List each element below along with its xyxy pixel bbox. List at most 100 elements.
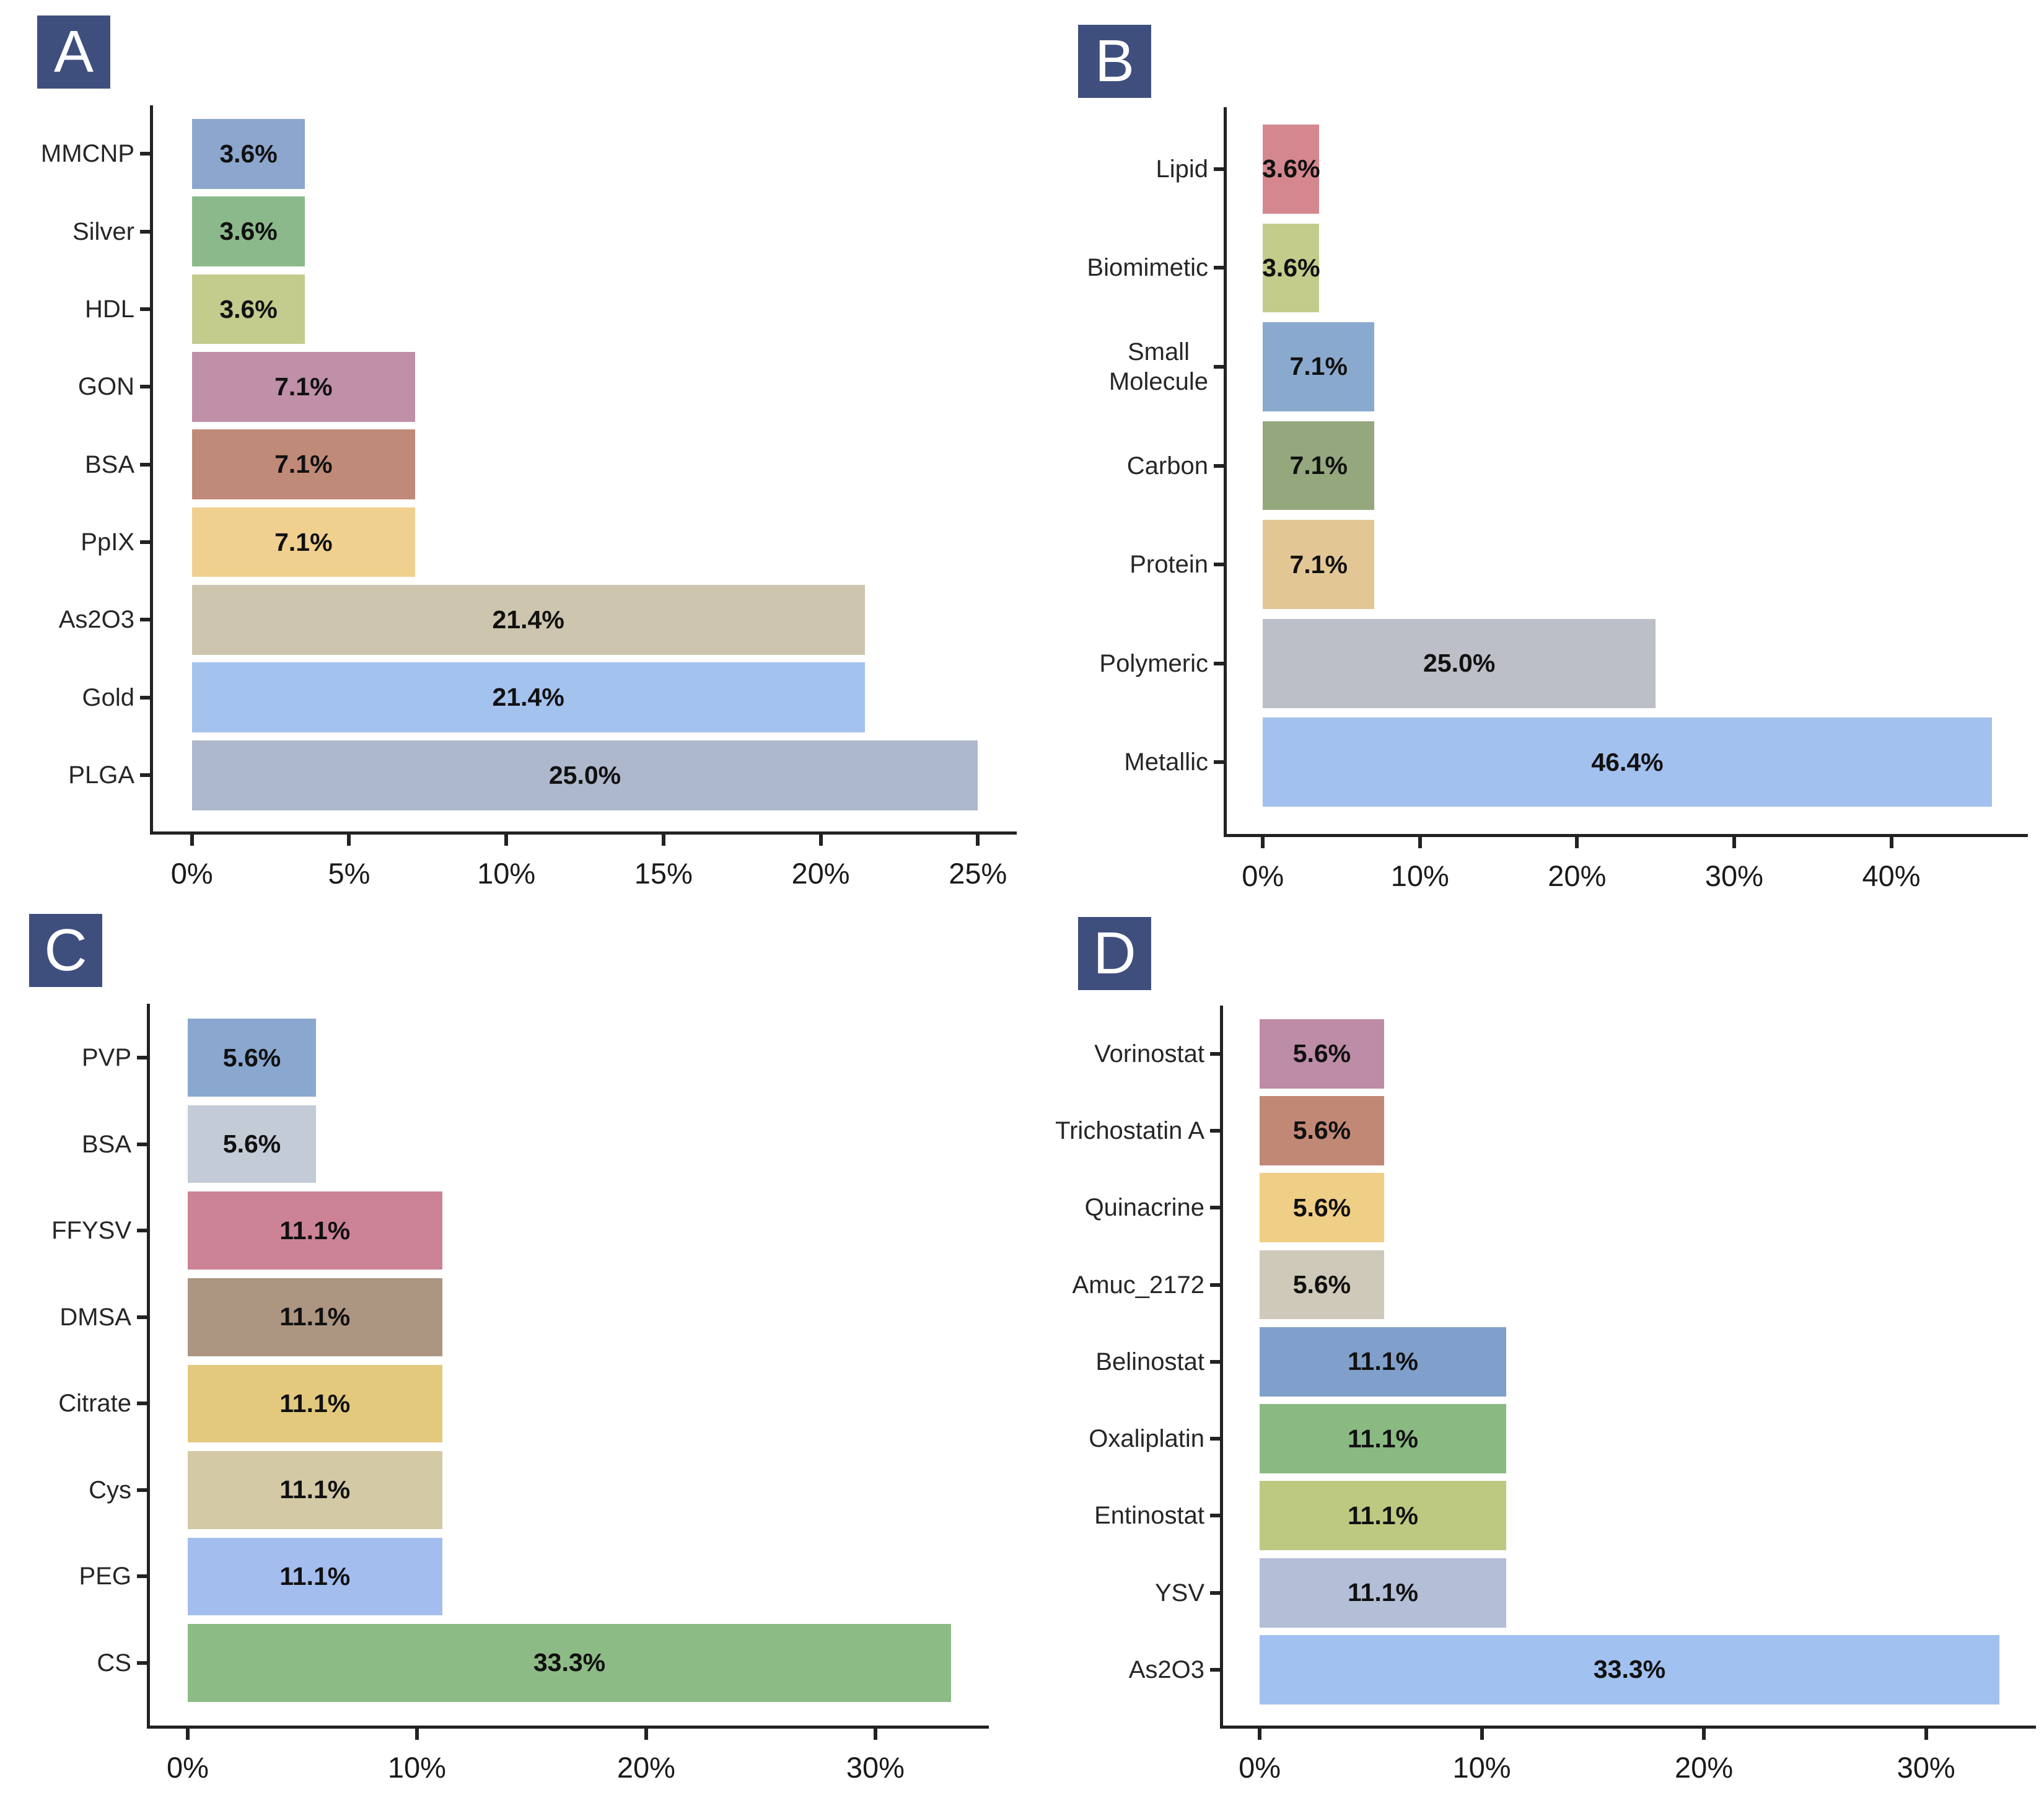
bar-value-label: 11.1% bbox=[1348, 1501, 1419, 1530]
y-axis-tick bbox=[140, 307, 150, 312]
x-axis-tick bbox=[347, 835, 351, 846]
y-axis-line bbox=[150, 105, 153, 835]
bar-peg: 11.1% bbox=[187, 1537, 442, 1616]
category-label-ysv: YSV bbox=[1022, 1556, 1204, 1630]
bar-value-label: 7.1% bbox=[274, 527, 333, 556]
category-label-text: Protein bbox=[1129, 550, 1208, 579]
x-axis-tick bbox=[1575, 837, 1579, 848]
category-label-gon: GON bbox=[0, 349, 134, 424]
y-axis-tick bbox=[137, 1315, 147, 1319]
category-label-text: Biomimetic bbox=[1087, 253, 1208, 283]
category-label-citrate: Citrate bbox=[0, 1366, 131, 1441]
x-tick-label: 10% bbox=[477, 857, 536, 890]
category-label-text: Small Molecule bbox=[1109, 337, 1208, 397]
category-label-hdl: HDL bbox=[0, 272, 134, 346]
bar-value-label: 3.6% bbox=[1262, 253, 1320, 282]
bar-bsa: 7.1% bbox=[191, 429, 415, 500]
category-label-line: Amuc_2172 bbox=[1072, 1271, 1204, 1299]
bar-protein: 7.1% bbox=[1263, 520, 1375, 609]
bar-polymeric: 25.0% bbox=[1263, 618, 1656, 708]
category-label-text: PEG bbox=[79, 1561, 131, 1591]
bar-hdl: 3.6% bbox=[191, 274, 305, 344]
y-axis-tick bbox=[140, 229, 150, 234]
bar-lipid: 3.6% bbox=[1262, 124, 1320, 214]
bar-gold: 21.4% bbox=[191, 662, 865, 733]
category-label-quinacrine: Quinacrine bbox=[1022, 1170, 1204, 1245]
category-label-line: PVP bbox=[81, 1044, 131, 1072]
category-label-line: Metallic bbox=[1124, 748, 1208, 776]
bar-carbon: 7.1% bbox=[1263, 421, 1375, 511]
bar-ffysv: 11.1% bbox=[187, 1191, 442, 1270]
category-label-line: Small bbox=[1127, 338, 1190, 366]
panel-letter-badge: D bbox=[1078, 917, 1151, 990]
bar-bsa: 5.6% bbox=[187, 1105, 317, 1183]
category-label-text: Oxaliplatin bbox=[1089, 1424, 1204, 1454]
category-label-text: Cys bbox=[89, 1475, 131, 1505]
x-axis-tick bbox=[504, 835, 509, 846]
panel-letter: C bbox=[44, 917, 87, 983]
y-axis-tick bbox=[140, 152, 150, 156]
bar-small-molecule: 7.1% bbox=[1263, 322, 1375, 411]
y-axis-tick bbox=[1214, 167, 1224, 171]
category-label-dmsa: DMSA bbox=[0, 1280, 131, 1354]
x-tick-label: 20% bbox=[791, 857, 850, 890]
category-label-text: Lipid bbox=[1156, 154, 1208, 184]
y-axis-tick bbox=[137, 1142, 147, 1146]
category-label-polymeric: Polymeric bbox=[1022, 626, 1208, 701]
panel-a: A 3.6% MMCNP 3.6% Silver 3.6% HDL 7.1% GON 7.1% BS… bbox=[0, 0, 1022, 902]
category-label-line: PLGA bbox=[68, 761, 134, 789]
bar-value-label: 7.1% bbox=[1289, 550, 1348, 579]
x-tick-label: 40% bbox=[1862, 859, 1921, 892]
category-label-text: Belinostat bbox=[1095, 1347, 1204, 1377]
category-label-line: Silver bbox=[72, 217, 134, 245]
y-axis-tick bbox=[1214, 463, 1224, 468]
bar-value-label: 33.3% bbox=[1593, 1655, 1666, 1684]
x-axis-tick bbox=[644, 1729, 648, 1740]
category-label-line: DMSA bbox=[59, 1303, 131, 1331]
bar-biomimetic: 3.6% bbox=[1262, 223, 1320, 313]
bar-value-label: 5.6% bbox=[222, 1043, 281, 1072]
category-label-ppix: PpIX bbox=[0, 505, 134, 579]
panel-letter: B bbox=[1094, 28, 1135, 94]
x-axis-tick bbox=[873, 1729, 877, 1740]
y-axis-line bbox=[1220, 1006, 1223, 1729]
category-label-text: PVP bbox=[82, 1043, 131, 1073]
category-label-line: BSA bbox=[84, 450, 134, 478]
bar-belinostat: 11.1% bbox=[1260, 1327, 1506, 1397]
x-tick-label: 0% bbox=[166, 1751, 209, 1784]
category-label-line: Biomimetic bbox=[1087, 254, 1208, 282]
bar-value-label: 5.6% bbox=[1292, 1039, 1351, 1068]
y-axis-tick bbox=[137, 1574, 147, 1579]
category-label-line: Carbon bbox=[1126, 452, 1208, 480]
category-label-text: PpIX bbox=[81, 527, 134, 557]
bar-value-label: 3.6% bbox=[219, 294, 278, 323]
category-label-trichostatin-a: Trichostatin A bbox=[1022, 1094, 1204, 1168]
y-axis-tick bbox=[1210, 1590, 1220, 1595]
category-label-line: Gold bbox=[82, 683, 135, 711]
bar-value-label: 11.1% bbox=[279, 1302, 351, 1331]
category-label-small-molecule: Small Molecule bbox=[1022, 330, 1208, 404]
category-label-mmcnp: MMCNP bbox=[0, 116, 134, 191]
y-axis-tick bbox=[1214, 661, 1224, 665]
category-label-vorinostat: Vorinostat bbox=[1022, 1017, 1204, 1091]
x-axis-tick bbox=[1480, 1729, 1484, 1740]
bar-value-label: 11.1% bbox=[1348, 1424, 1419, 1453]
bar-value-label: 33.3% bbox=[533, 1648, 606, 1677]
x-tick-label: 10% bbox=[1390, 859, 1449, 892]
category-label-text: Vorinostat bbox=[1094, 1039, 1204, 1069]
bar-value-label: 5.6% bbox=[1292, 1193, 1351, 1222]
category-label-plga: PLGA bbox=[0, 738, 134, 812]
y-axis-tick bbox=[1214, 760, 1224, 765]
category-label-text: Carbon bbox=[1127, 451, 1208, 481]
category-label-text: Amuc_2172 bbox=[1072, 1270, 1204, 1300]
x-axis-tick bbox=[1258, 1729, 1262, 1740]
category-label-pvp: PVP bbox=[0, 1020, 131, 1095]
x-axis-line bbox=[150, 831, 1017, 835]
panel-letter-badge: C bbox=[29, 914, 102, 987]
x-axis-tick bbox=[1702, 1729, 1706, 1740]
category-label-text: Trichostatin A bbox=[1055, 1116, 1204, 1146]
y-axis-tick bbox=[1210, 1667, 1220, 1672]
bar-value-label: 11.1% bbox=[279, 1388, 351, 1418]
category-label-line: Belinostat bbox=[1095, 1348, 1204, 1375]
bar-metallic: 46.4% bbox=[1263, 717, 1992, 807]
